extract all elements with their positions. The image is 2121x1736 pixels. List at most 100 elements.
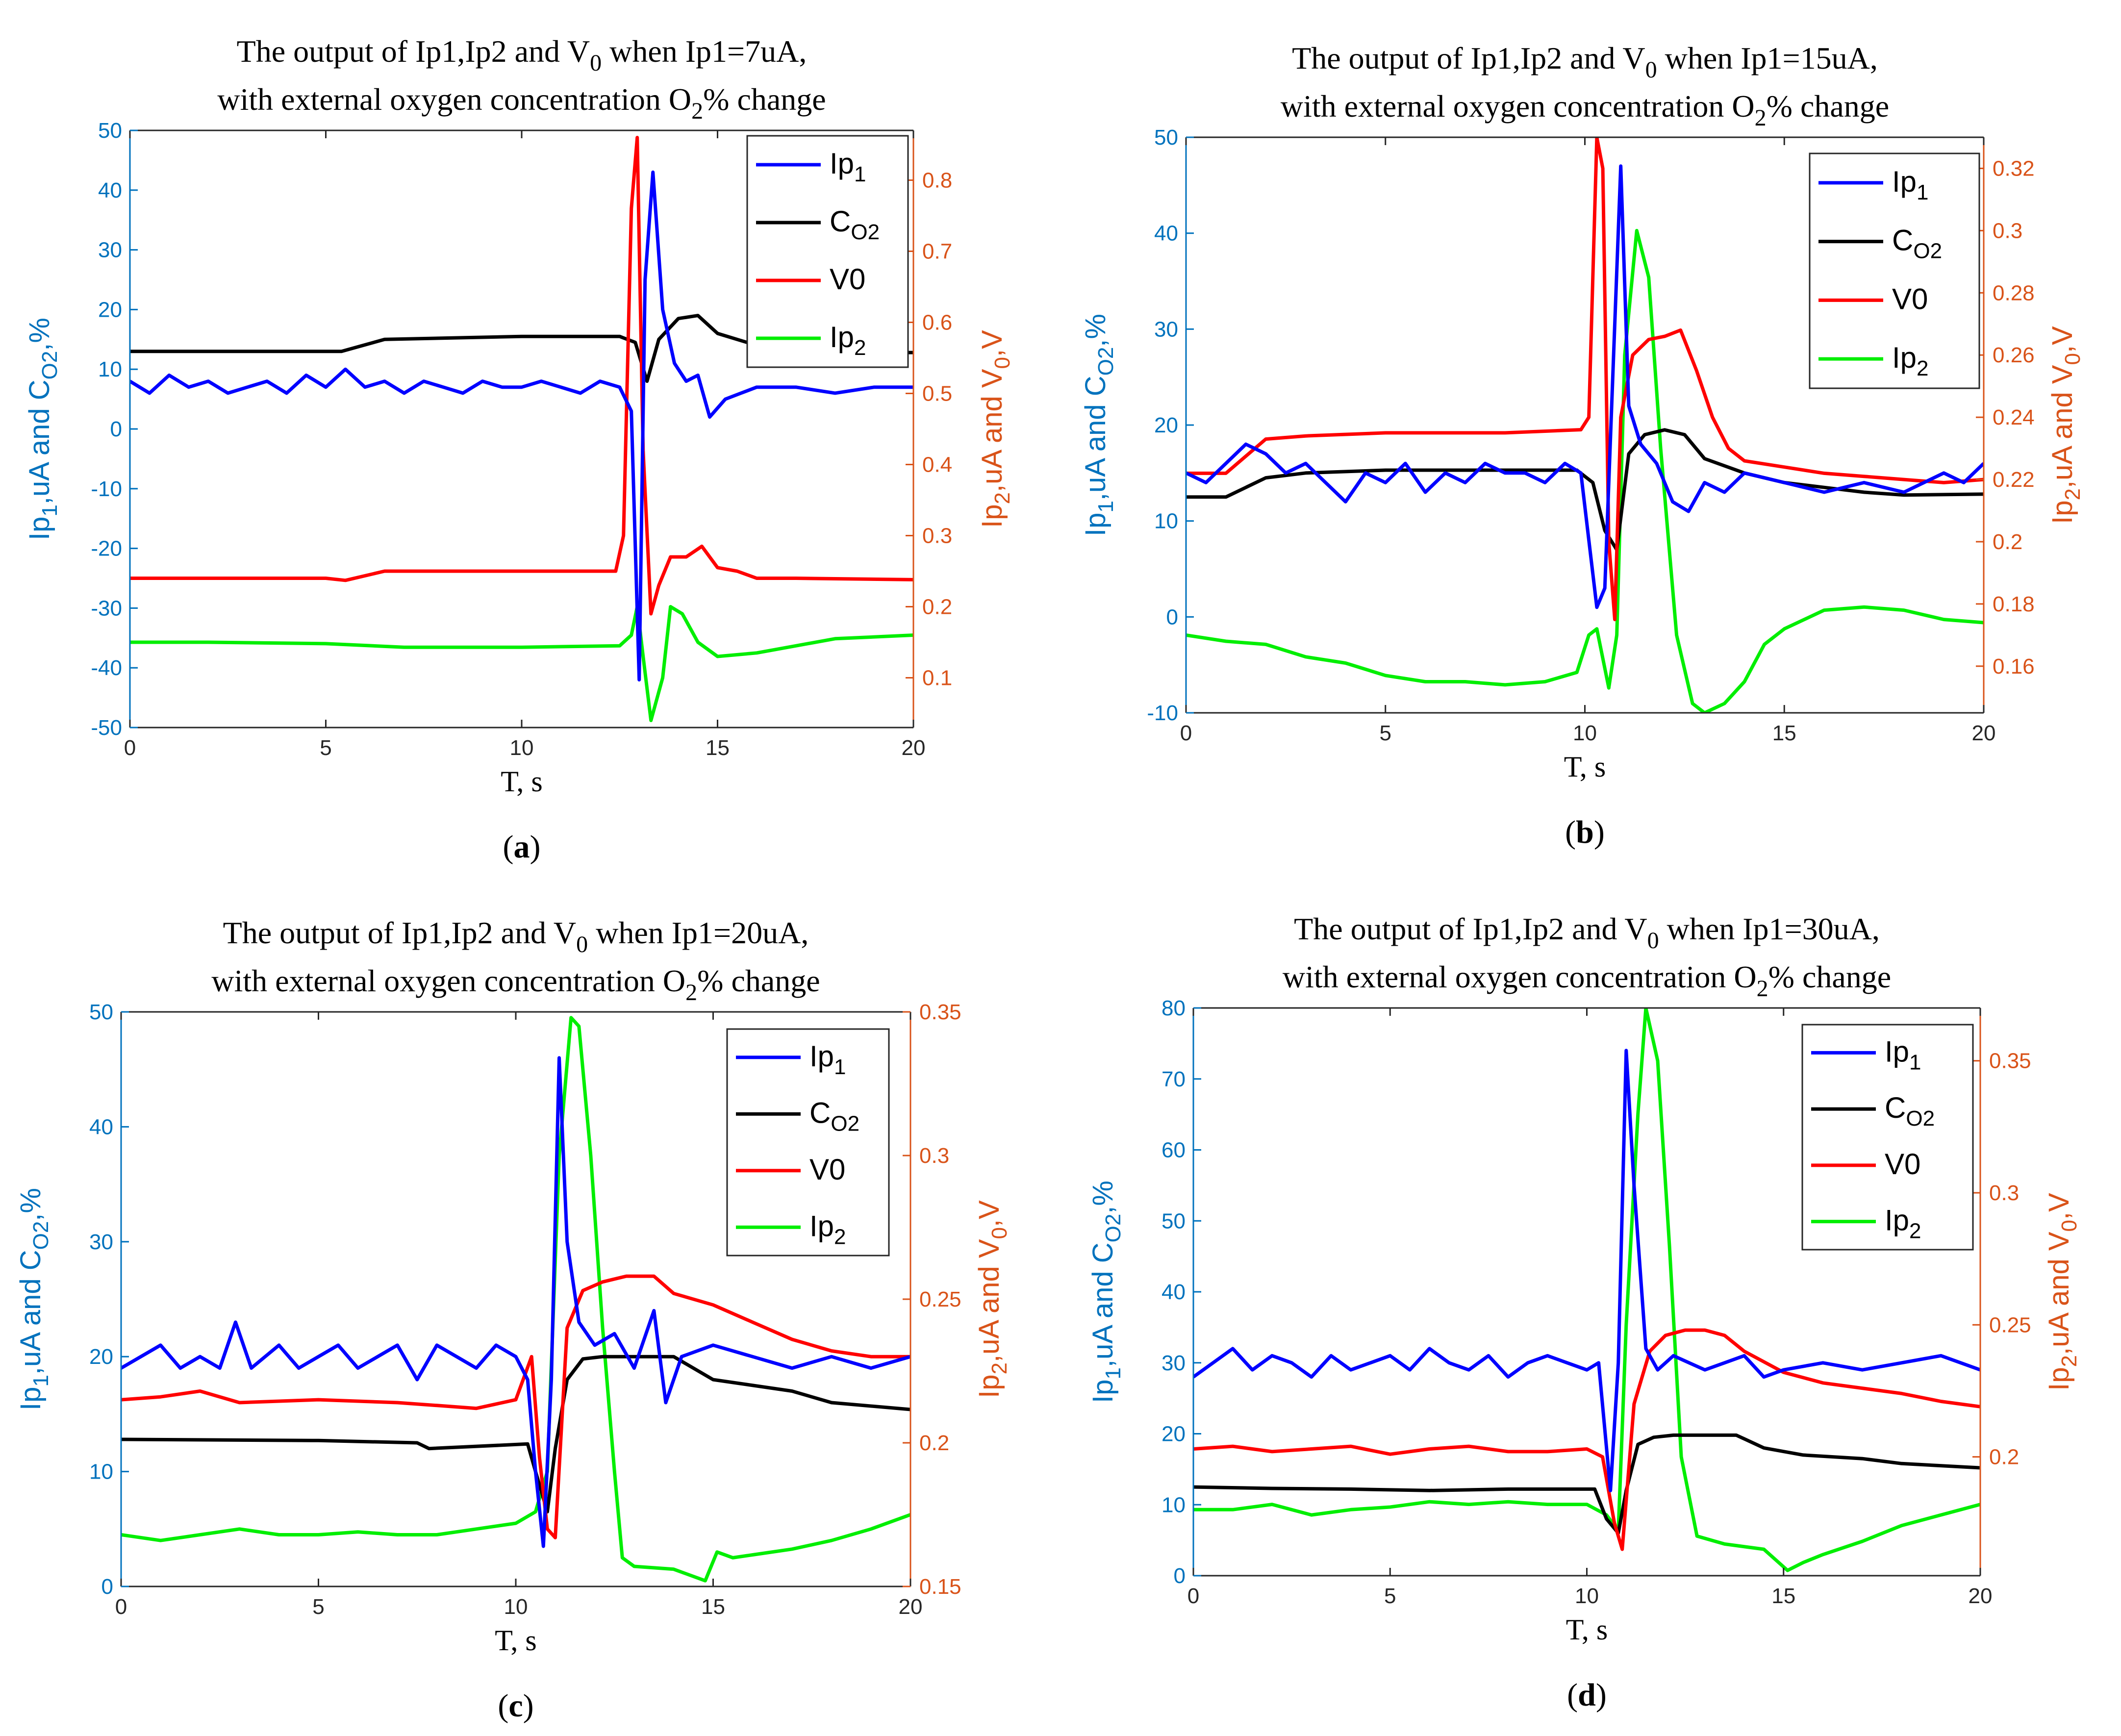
x-tick-label: 10: [510, 736, 534, 760]
series-line-ip1: [1193, 1049, 1980, 1492]
y-right-tick-label: 0.25: [1989, 1313, 2031, 1337]
series-line-ip1: [130, 170, 913, 682]
series-group: [1186, 137, 1984, 713]
y-right-tick-label: 0.16: [1993, 654, 2035, 679]
y-left-tick-label: 10: [1154, 509, 1178, 533]
y-left-tick-label: -20: [91, 537, 122, 561]
x-tick-label: 5: [1380, 721, 1391, 745]
y-left-tick-label: -10: [91, 477, 122, 501]
legend-label-ip2: Ip2: [809, 1209, 846, 1249]
y-left-axis-label: Ip1,uA and CO2,%: [1087, 1181, 1125, 1403]
y-right-tick-label: 0.3: [1993, 219, 2022, 243]
y-left-tick-label: 20: [1154, 413, 1178, 437]
chart-title-line1: The output of Ip1,Ip2 and V0 when Ip1=30…: [1294, 911, 1880, 954]
x-tick-label: 10: [504, 1595, 528, 1619]
series-line-v0: [121, 1274, 910, 1539]
y-right-tick-label: 0.2: [1993, 530, 2022, 554]
panel-caption: (a): [503, 829, 541, 865]
y-right-tick-label: 0.18: [1993, 592, 2035, 616]
series-line-co2: [1186, 428, 1984, 552]
panel-c: The output of Ip1,Ip2 and V0 when Ip1=20…: [15, 915, 1011, 1724]
legend-label-co2: CO2: [809, 1096, 859, 1135]
y-right-tick-label: 0.6: [922, 311, 952, 335]
series-line-v0: [1193, 1328, 1980, 1551]
legend-label-v0: V0: [1892, 282, 1928, 315]
legend: Ip1 CO2 V0 Ip2: [726, 1028, 890, 1257]
y-left-tick-label: 0: [1174, 1564, 1186, 1588]
x-tick-label: 15: [1771, 1584, 1795, 1608]
series-line-ip1: [121, 1056, 910, 1548]
y-left-tick-label: 50: [1162, 1209, 1186, 1233]
x-tick-label: 0: [124, 736, 136, 760]
y-left-tick-label: 40: [98, 178, 122, 202]
y-left-tick-label: 10: [98, 357, 122, 381]
y-right-tick-label: 0.8: [922, 169, 952, 193]
x-tick-label: 20: [899, 1595, 923, 1619]
y-left-tick-label: 30: [1162, 1351, 1186, 1375]
y-right-tick-label: 0.5: [922, 382, 952, 406]
legend-label-co2: CO2: [1892, 224, 1942, 263]
series-group: [121, 1016, 910, 1583]
x-tick-label: 0: [1180, 721, 1192, 745]
x-tick-label: 15: [706, 736, 730, 760]
legend-label-co2: CO2: [830, 205, 880, 244]
legend-box: [746, 135, 909, 368]
y-left-tick-label: -50: [91, 716, 122, 740]
chart-title-line2: with external oxygen concentration O2% c…: [217, 82, 826, 124]
y-left-tick-label: 30: [1154, 317, 1178, 341]
series-line-v0: [1186, 137, 1984, 622]
x-tick-label: 20: [902, 736, 926, 760]
y-left-tick-label: -10: [1147, 701, 1178, 725]
y-right-tick-label: 0.25: [919, 1287, 961, 1311]
y-left-tick-label: 50: [89, 1000, 113, 1024]
y-right-tick-label: 0.3: [922, 524, 952, 548]
y-right-tick-label: 0.4: [922, 453, 952, 477]
panel-caption: (c): [498, 1688, 533, 1724]
x-axis-label: T, s: [501, 765, 543, 798]
y-left-tick-label: 30: [89, 1230, 113, 1254]
y-right-tick-label: 0.15: [919, 1575, 961, 1599]
legend-label-ip1: Ip1: [1885, 1035, 1921, 1074]
legend-label-co2: CO2: [1885, 1091, 1935, 1131]
y-left-tick-label: -40: [91, 656, 122, 680]
legend-label-v0: V0: [830, 263, 865, 296]
x-axis-label: T, s: [495, 1624, 537, 1657]
y-left-tick-label: 40: [1154, 222, 1178, 246]
y-left-tick-label: 10: [89, 1460, 113, 1484]
y-right-tick-label: 0.35: [1989, 1049, 2031, 1073]
y-left-tick-label: 10: [1162, 1493, 1186, 1517]
y-left-tick-label: 20: [89, 1345, 113, 1369]
chart-title-line2: with external oxygen concentration O2% c…: [211, 963, 820, 1006]
y-left-tick-label: 0: [101, 1575, 113, 1599]
y-left-axis-label: Ip1,uA and CO2,%: [15, 1188, 53, 1410]
y-right-tick-label: 0.2: [919, 1431, 949, 1455]
series-group: [130, 136, 913, 722]
y-left-tick-label: 0: [1166, 605, 1178, 629]
y-left-tick-label: 40: [89, 1115, 113, 1139]
y-left-axis-label: Ip1,uA and CO2,%: [24, 318, 62, 540]
legend-label-v0: V0: [1885, 1148, 1920, 1181]
y-left-tick-label: 20: [1162, 1422, 1186, 1446]
y-right-axis-label: Ip2,uA and V0,V: [2043, 1193, 2081, 1391]
y-right-tick-label: 0.22: [1993, 468, 2035, 492]
x-tick-label: 20: [1969, 1584, 1993, 1608]
y-right-tick-label: 0.3: [919, 1144, 949, 1168]
chart-title-line1: The output of Ip1,Ip2 and V0 when Ip1=15…: [1292, 41, 1878, 83]
y-right-axis-label: Ip2,uA and V0,V: [973, 1200, 1011, 1398]
x-tick-label: 5: [320, 736, 331, 760]
x-tick-label: 0: [115, 1595, 127, 1619]
legend-label-v0: V0: [809, 1153, 845, 1186]
y-left-tick-label: 0: [110, 417, 122, 441]
legend-box: [1809, 152, 1980, 389]
legend: Ip1 CO2 V0 Ip2: [1801, 1024, 1974, 1251]
y-left-tick-label: -30: [91, 596, 122, 620]
y-right-axis-label: Ip2,uA and V0,V: [2046, 326, 2085, 524]
x-axis-label: T, s: [1564, 751, 1606, 783]
y-right-tick-label: 0.28: [1993, 281, 2035, 305]
legend-label-ip2: Ip2: [1892, 341, 1929, 380]
chart-title-line1: The output of Ip1,Ip2 and V0 when Ip1=7u…: [237, 34, 807, 76]
y-right-tick-label: 0.35: [919, 1000, 961, 1024]
y-left-tick-label: 50: [1154, 126, 1178, 150]
panel-caption: (b): [1565, 814, 1605, 850]
